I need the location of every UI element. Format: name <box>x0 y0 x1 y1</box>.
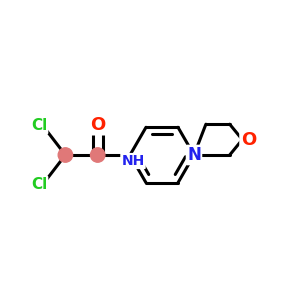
Text: NH: NH <box>122 154 145 168</box>
Circle shape <box>91 148 105 162</box>
Text: Cl: Cl <box>31 118 47 133</box>
Text: O: O <box>241 130 256 148</box>
Text: O: O <box>90 116 105 134</box>
Text: N: N <box>187 146 201 164</box>
Text: Cl: Cl <box>31 177 47 192</box>
Circle shape <box>58 148 73 162</box>
